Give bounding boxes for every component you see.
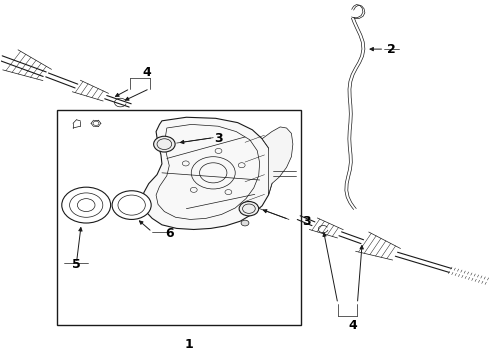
Polygon shape xyxy=(143,117,273,229)
Text: 4: 4 xyxy=(143,66,151,79)
Text: 5: 5 xyxy=(72,258,81,271)
Polygon shape xyxy=(262,127,293,195)
Text: 1: 1 xyxy=(184,338,193,351)
Text: 3: 3 xyxy=(302,215,310,228)
Circle shape xyxy=(77,199,95,212)
Bar xyxy=(57,110,301,325)
Text: 3: 3 xyxy=(214,132,222,145)
Text: 2: 2 xyxy=(387,42,396,55)
Circle shape xyxy=(154,136,175,152)
Circle shape xyxy=(118,195,146,215)
Text: 4: 4 xyxy=(348,319,357,332)
Circle shape xyxy=(239,202,259,216)
Circle shape xyxy=(241,220,249,226)
Text: 6: 6 xyxy=(165,227,173,240)
Circle shape xyxy=(62,187,111,223)
Circle shape xyxy=(70,193,103,217)
Circle shape xyxy=(112,191,151,220)
